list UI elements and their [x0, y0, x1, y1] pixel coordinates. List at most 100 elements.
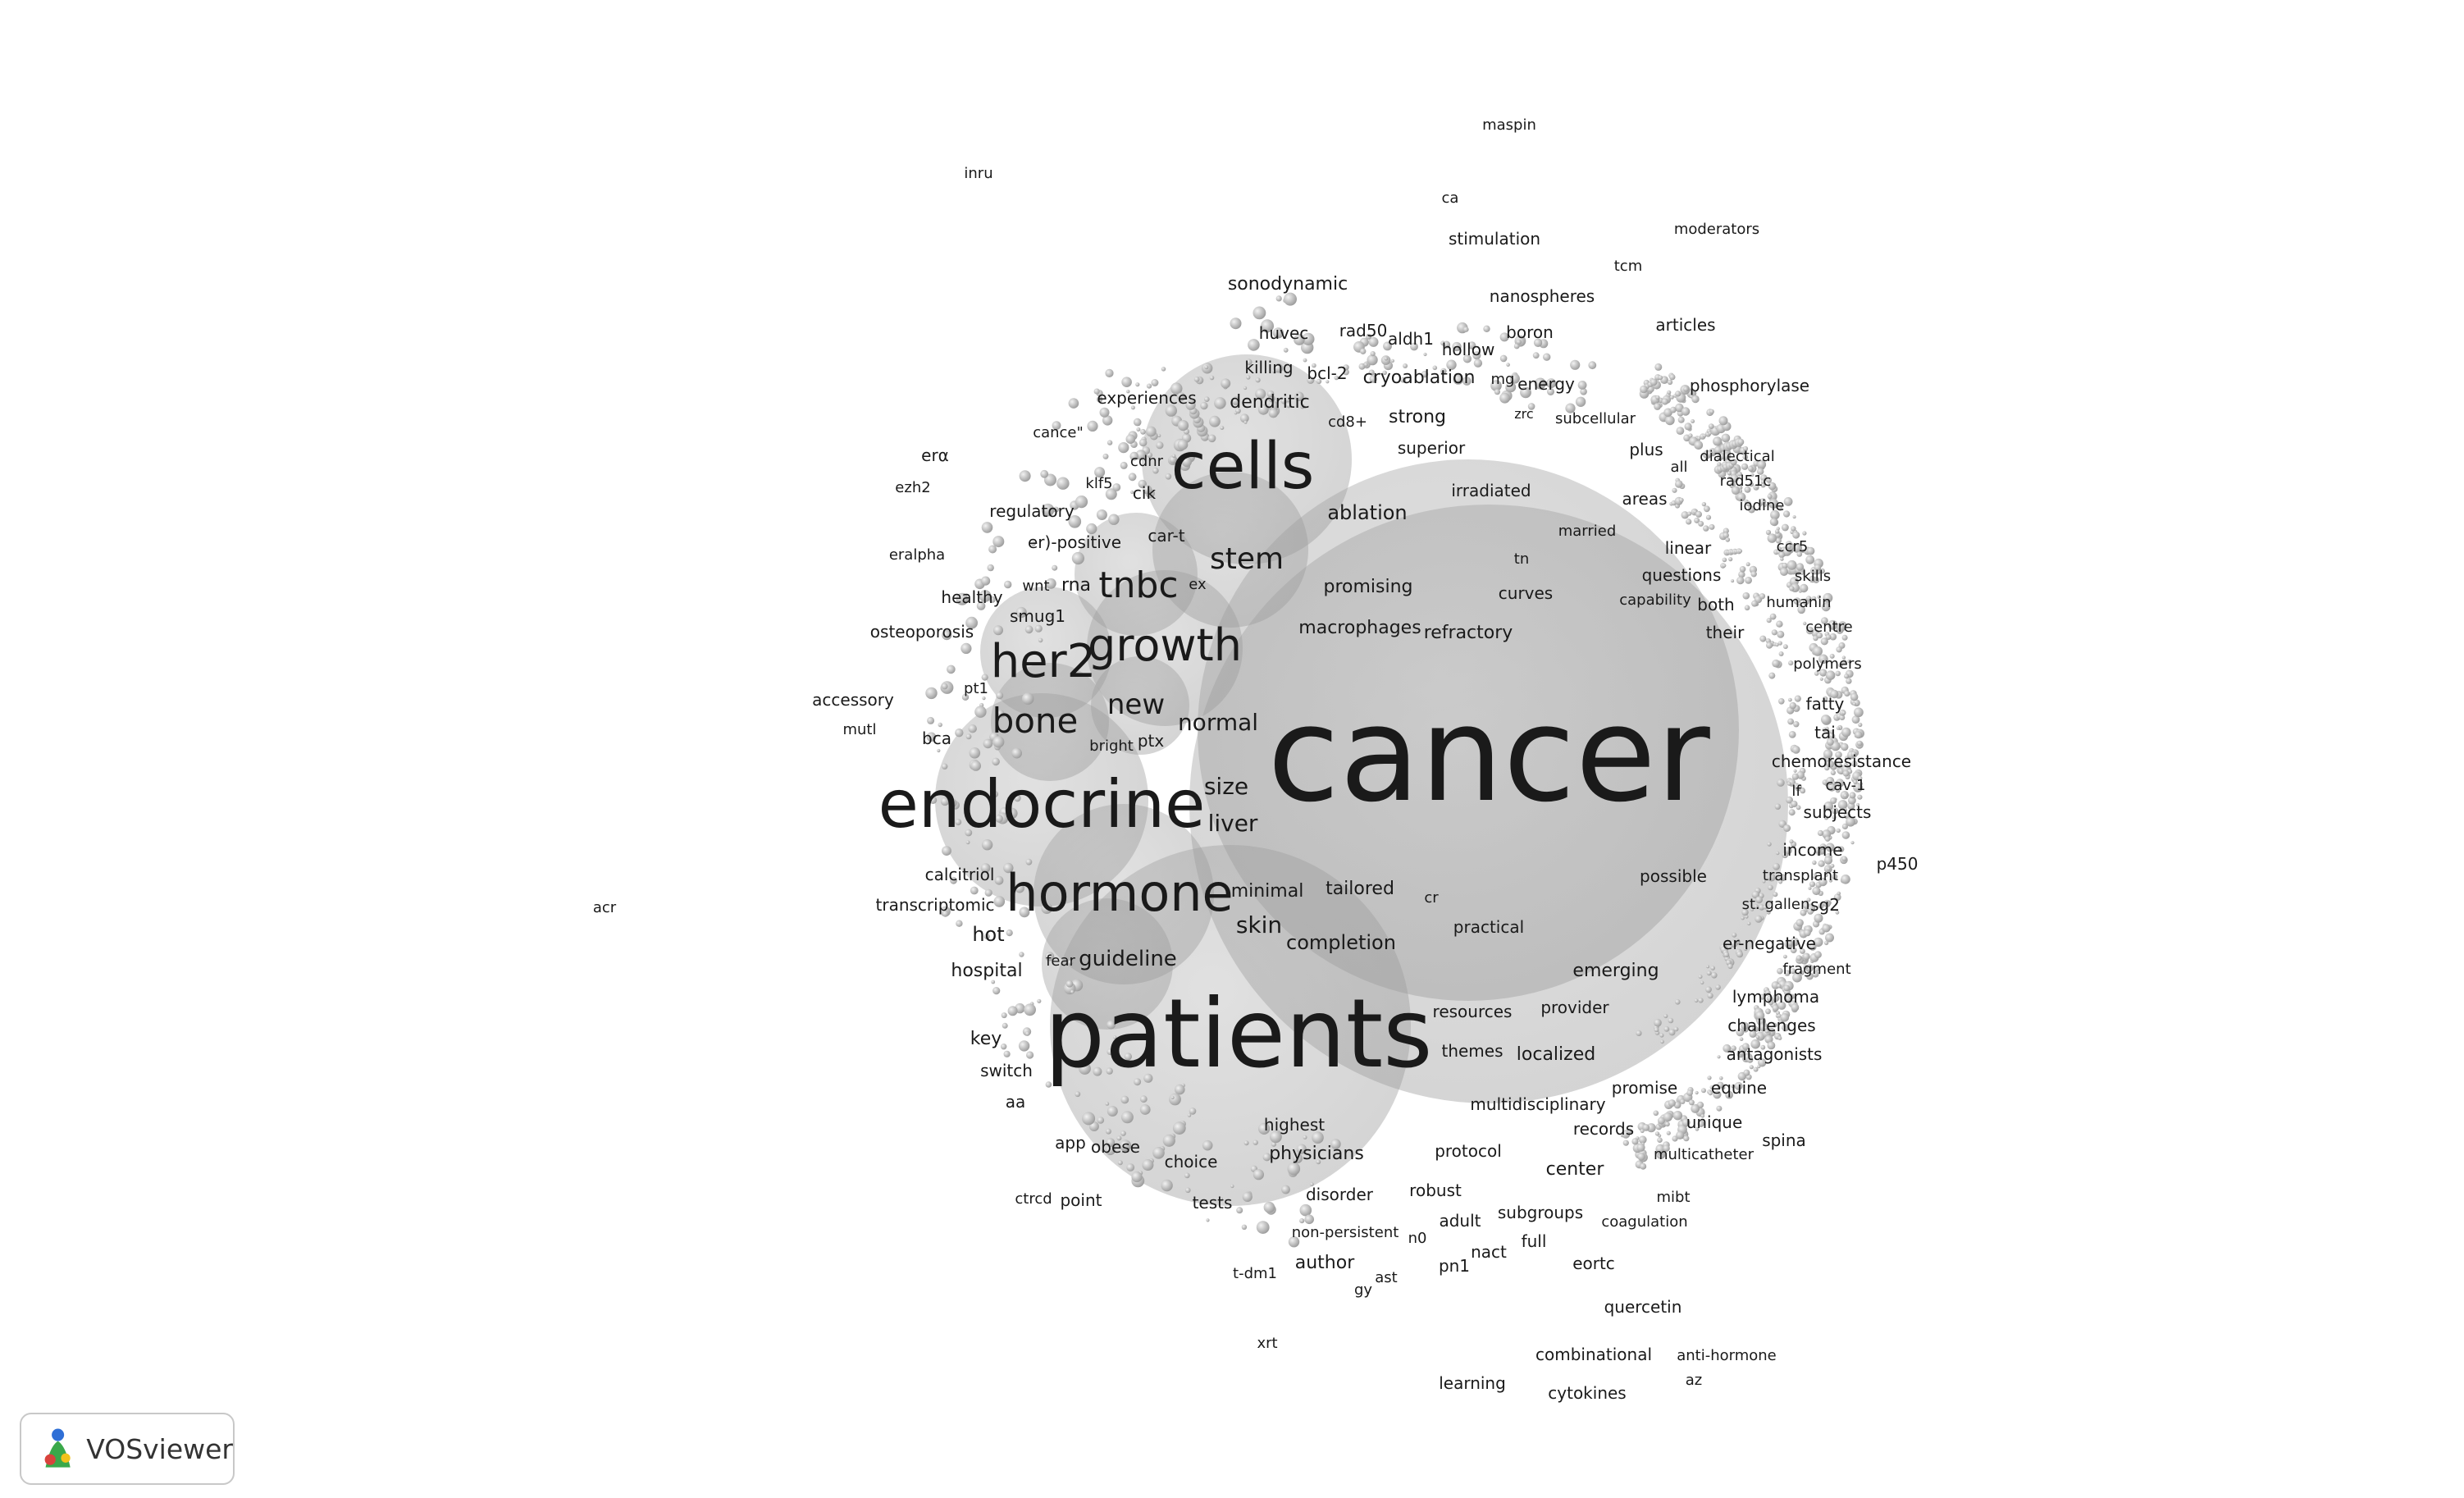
term-ctrcd[interactable]: ctrcd — [1015, 1190, 1052, 1208]
term-n0[interactable]: n0 — [1408, 1230, 1427, 1247]
bubble-stem[interactable] — [1152, 472, 1308, 628]
term-ast[interactable]: ast — [1375, 1269, 1397, 1286]
term-non-persistent[interactable]: non-persistent — [1292, 1224, 1399, 1241]
term-ccr5[interactable]: ccr5 — [1777, 538, 1809, 555]
term-skills[interactable]: skills — [1795, 568, 1831, 585]
term-cd8[interactable]: cd8+ — [1328, 413, 1367, 431]
term-st-gallen[interactable]: st. gallen — [1742, 896, 1810, 913]
term-new[interactable]: new — [1107, 688, 1165, 721]
term-patients[interactable]: patients — [1044, 979, 1432, 1089]
term-tcm[interactable]: tcm — [1614, 258, 1643, 275]
term-ptx[interactable]: ptx — [1138, 731, 1165, 751]
term-cav1[interactable]: cav-1 — [1825, 777, 1865, 794]
term-refractory[interactable]: refractory — [1424, 623, 1513, 643]
term-center[interactable]: center — [1546, 1159, 1605, 1180]
term-spina[interactable]: spina — [1762, 1130, 1806, 1150]
term-robust[interactable]: robust — [1409, 1181, 1462, 1200]
term-married[interactable]: married — [1558, 523, 1617, 540]
term-fragment[interactable]: fragment — [1782, 961, 1850, 978]
bubble-guideline[interactable] — [1042, 898, 1173, 1030]
term-point[interactable]: point — [1060, 1190, 1102, 1210]
vosviewer-logo-badge[interactable]: VOSviewer — [20, 1413, 235, 1485]
term-possible[interactable]: possible — [1640, 866, 1707, 886]
term-key[interactable]: key — [970, 1029, 1002, 1049]
term-ezh2[interactable]: ezh2 — [895, 479, 930, 496]
term-tailored[interactable]: tailored — [1326, 879, 1394, 899]
term-choice[interactable]: choice — [1165, 1152, 1218, 1171]
term-gy[interactable]: gy — [1354, 1281, 1372, 1299]
term-calcitriol[interactable]: calcitriol — [925, 865, 995, 884]
term-completion[interactable]: completion — [1286, 931, 1396, 954]
term-hormone[interactable]: hormone — [1006, 863, 1233, 923]
term-aa[interactable]: aa — [1006, 1092, 1026, 1112]
term-cryoablation[interactable]: cryoablation — [1363, 368, 1476, 388]
term-liver[interactable]: liver — [1208, 810, 1258, 837]
term-rna[interactable]: rna — [1061, 575, 1091, 596]
term-full[interactable]: full — [1522, 1231, 1547, 1251]
term-adult[interactable]: adult — [1439, 1211, 1481, 1231]
term-stem[interactable]: stem — [1210, 542, 1284, 576]
term-mutl[interactable]: mutl — [842, 721, 876, 738]
term-combinational[interactable]: combinational — [1535, 1345, 1652, 1364]
term-az[interactable]: az — [1686, 1372, 1702, 1389]
term-lf[interactable]: lf — [1791, 783, 1801, 800]
term-phosphorylase[interactable]: phosphorylase — [1690, 376, 1809, 395]
term-endocrine[interactable]: endocrine — [878, 766, 1206, 843]
term-chemoresistance[interactable]: chemoresistance — [1772, 751, 1911, 771]
term-coagulation[interactable]: coagulation — [1601, 1213, 1687, 1231]
term-growth[interactable]: growth — [1088, 619, 1242, 671]
term-klf5[interactable]: klf5 — [1085, 475, 1112, 492]
term-smug1[interactable]: smug1 — [1010, 606, 1065, 626]
term-all[interactable]: all — [1670, 459, 1687, 476]
term-osteoporosis[interactable]: osteoporosis — [870, 622, 974, 642]
term-mibt[interactable]: mibt — [1656, 1189, 1690, 1206]
term-fatty[interactable]: fatty — [1806, 694, 1845, 714]
term-healthy[interactable]: healthy — [941, 587, 1002, 607]
term-fear[interactable]: fear — [1046, 952, 1075, 970]
term-both[interactable]: both — [1697, 595, 1734, 614]
term-maspin[interactable]: maspin — [1482, 116, 1536, 134]
term-promise[interactable]: promise — [1612, 1078, 1677, 1098]
term-dialectical[interactable]: dialectical — [1700, 448, 1774, 465]
bubble-new[interactable] — [1091, 656, 1189, 755]
term-obese[interactable]: obese — [1091, 1137, 1140, 1157]
term-p450[interactable]: p450 — [1877, 854, 1919, 874]
term-energy[interactable]: energy — [1517, 374, 1575, 394]
term-multidisciplinary[interactable]: multidisciplinary — [1470, 1094, 1605, 1114]
term-experiences[interactable]: experiences — [1097, 388, 1196, 408]
term-linear[interactable]: linear — [1665, 538, 1712, 558]
term-quercetin[interactable]: quercetin — [1604, 1297, 1682, 1317]
term-iodine[interactable]: iodine — [1740, 497, 1785, 514]
term-wnt[interactable]: wnt — [1022, 578, 1049, 595]
term-eralpha[interactable]: eralpha — [889, 546, 945, 564]
term-mg[interactable]: mg — [1491, 371, 1515, 388]
term-highest[interactable]: highest — [1264, 1115, 1325, 1135]
term-curves[interactable]: curves — [1499, 583, 1553, 603]
term-strong[interactable]: strong — [1389, 407, 1446, 427]
term-huvec[interactable]: huvec — [1259, 323, 1309, 343]
term-disorder[interactable]: disorder — [1306, 1185, 1374, 1204]
term-equine[interactable]: equine — [1711, 1078, 1767, 1098]
term-t-dm1[interactable]: t-dm1 — [1233, 1265, 1277, 1282]
term-zrc[interactable]: zrc — [1514, 406, 1533, 422]
term-promising[interactable]: promising — [1323, 577, 1412, 597]
term-dendritic[interactable]: dendritic — [1230, 392, 1309, 413]
term-learning[interactable]: learning — [1439, 1373, 1506, 1393]
term-cytokines[interactable]: cytokines — [1548, 1383, 1626, 1403]
term-rad50[interactable]: rad50 — [1339, 321, 1388, 340]
term-challenges[interactable]: challenges — [1727, 1016, 1815, 1035]
term-hospital[interactable]: hospital — [951, 961, 1022, 981]
term-cancer[interactable]: cancer — [1267, 678, 1710, 831]
term-er-negative[interactable]: er-negative — [1723, 934, 1816, 953]
term-humanin[interactable]: humanin — [1766, 594, 1831, 611]
bubble-cancer-upper[interactable] — [1198, 459, 1739, 1001]
term-aldh1[interactable]: aldh1 — [1388, 329, 1434, 349]
term-practical[interactable]: practical — [1453, 917, 1524, 937]
term-killing[interactable]: killing — [1244, 358, 1293, 377]
term-tests[interactable]: tests — [1193, 1193, 1233, 1213]
term-cr[interactable]: cr — [1424, 889, 1439, 907]
term-resources[interactable]: resources — [1433, 1002, 1513, 1021]
term-rad51c[interactable]: rad51c — [1720, 473, 1772, 490]
term-minimal[interactable]: minimal — [1231, 881, 1304, 902]
